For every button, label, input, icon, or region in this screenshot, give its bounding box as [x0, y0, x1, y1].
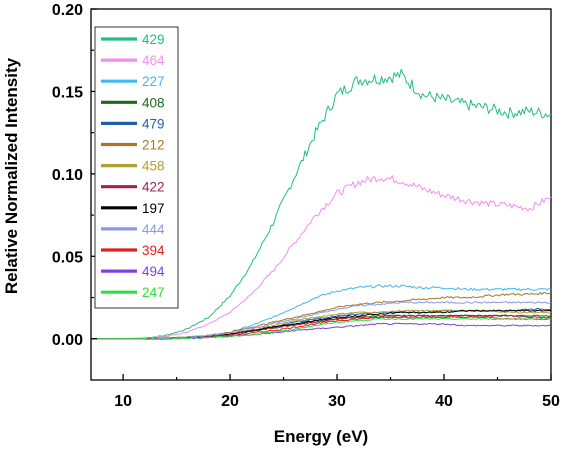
- legend-label-197: 197: [142, 201, 165, 216]
- legend-label-212: 212: [142, 138, 165, 153]
- series-line-429: [91, 68, 552, 340]
- plot-frame: [90, 8, 552, 381]
- y-tick-label: 0.00: [52, 332, 83, 349]
- y-tick-label: 0.15: [52, 84, 83, 101]
- x-tick-label: 30: [328, 393, 346, 410]
- series-line-464: [91, 175, 552, 340]
- axis-layer: 10 20 30 40 50 0.00 0.05 0.10 0.15 0.20: [52, 2, 560, 410]
- legend-label-394: 394: [142, 243, 165, 258]
- y-axis-title: Relative Normalized Intensity: [2, 57, 21, 294]
- legend-label-458: 458: [142, 159, 165, 174]
- legend-label-408: 408: [142, 95, 165, 110]
- legend-label-494: 494: [142, 264, 165, 279]
- x-tick-label: 10: [114, 393, 132, 410]
- legend-label-422: 422: [142, 180, 165, 195]
- legend-label-464: 464: [142, 53, 165, 68]
- legend-label-479: 479: [142, 116, 165, 131]
- legend-label-247: 247: [142, 285, 165, 300]
- legend-label-429: 429: [142, 32, 165, 47]
- series-layer: [91, 68, 552, 340]
- legend-label-444: 444: [142, 222, 165, 237]
- series-line-444: [91, 301, 552, 340]
- legend-label-227: 227: [142, 74, 165, 89]
- series-line-247: [91, 317, 552, 340]
- y-tick-label: 0.05: [52, 249, 83, 266]
- x-tick-label: 40: [435, 393, 453, 410]
- x-tick-label: 50: [542, 393, 560, 410]
- y-tick-label: 0.20: [52, 2, 83, 19]
- legend-box: [94, 26, 179, 309]
- x-axis-title: Energy (eV): [274, 427, 368, 446]
- legend: 429 464 227 408 479 212 458 422 197 444 394 494 247: [94, 26, 179, 309]
- y-tick-label: 0.10: [52, 167, 83, 184]
- x-tick-label: 20: [221, 393, 239, 410]
